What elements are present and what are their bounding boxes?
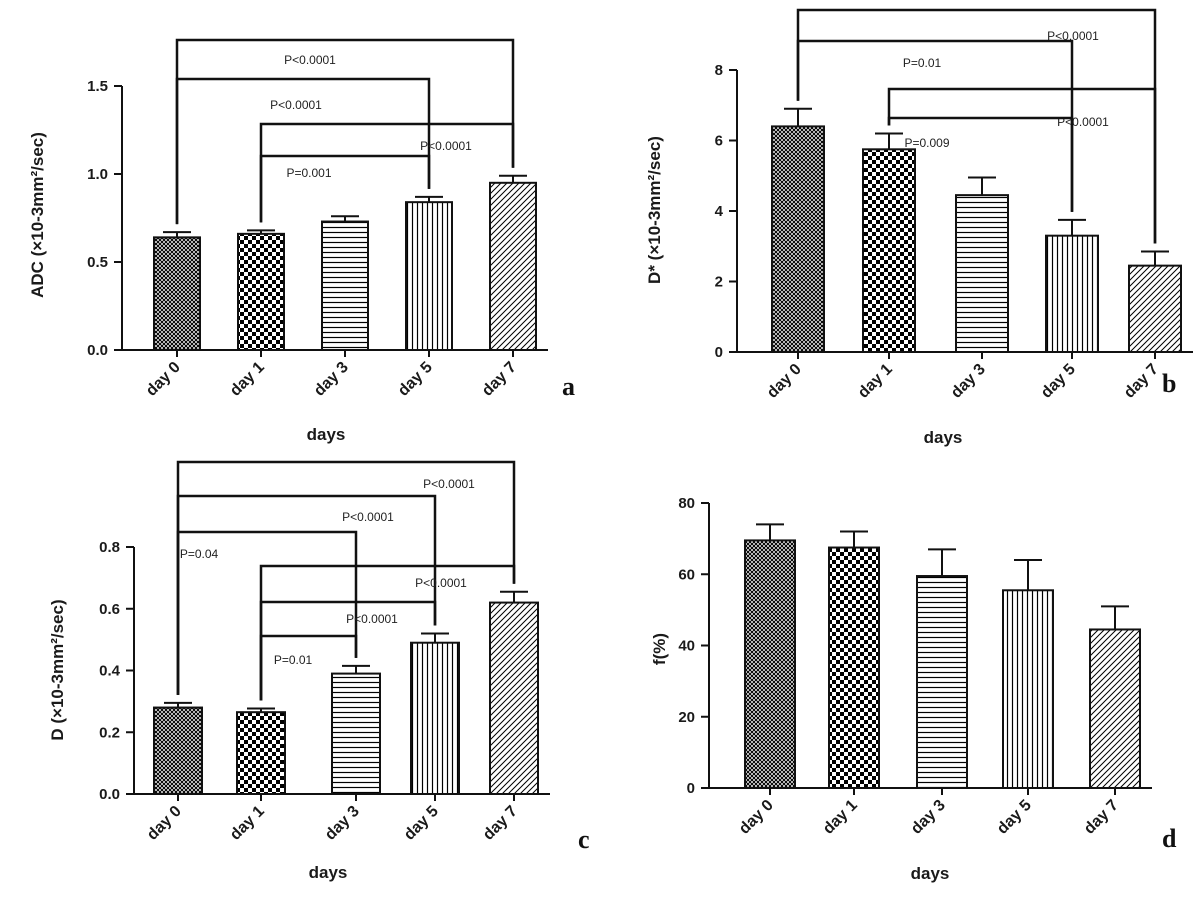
x-tick-label: day 0 bbox=[736, 797, 777, 838]
y-tick-label: 0 bbox=[715, 344, 723, 361]
y-tick-label: 1.5 bbox=[87, 78, 108, 95]
y-tick-label: 60 bbox=[678, 566, 695, 583]
p-value-label: P<0.0001 bbox=[423, 477, 475, 491]
p-value-label: P=0.04 bbox=[180, 547, 219, 561]
bar-day-7 bbox=[1089, 628, 1141, 789]
chart-panel-a: 0.0 0.5 1.0 1.5 day 0 day 1 day 3 day 5 day 7 P<0… bbox=[28, 38, 575, 444]
panel-letter: b bbox=[1162, 369, 1176, 398]
bar-day-7 bbox=[1128, 264, 1182, 354]
bar-day-3 bbox=[955, 194, 1009, 353]
p-value-label: P<0.0001 bbox=[346, 612, 398, 626]
bar-day-5 bbox=[1045, 234, 1099, 353]
y-tick-label: 0.0 bbox=[99, 786, 120, 803]
x-tick-label: day 7 bbox=[1121, 361, 1162, 402]
significance-bracket bbox=[887, 87, 1157, 244]
x-tick-label: day 5 bbox=[395, 359, 436, 400]
panel-letter: d bbox=[1162, 824, 1177, 853]
y-tick-label: 0 bbox=[687, 780, 695, 797]
p-value-label: P<0.0001 bbox=[342, 510, 394, 524]
bar-day-7 bbox=[489, 601, 539, 796]
x-tick-label: day 5 bbox=[1038, 361, 1079, 402]
y-tick-label: 6 bbox=[715, 133, 723, 150]
significance-bracket bbox=[259, 634, 358, 701]
bar-day-0 bbox=[771, 125, 825, 354]
x-tick-label: day 0 bbox=[143, 359, 184, 400]
bar-day-1 bbox=[236, 711, 286, 796]
significance-bracket bbox=[176, 530, 358, 695]
y-tick-label: 0.8 bbox=[99, 539, 120, 556]
x-tick-label: day 1 bbox=[227, 803, 268, 844]
bar-day-1 bbox=[237, 232, 285, 351]
y-tick-label: 4 bbox=[715, 203, 724, 220]
x-tick-label: day 1 bbox=[855, 361, 896, 402]
chart-panel-c: 0.0 0.2 0.4 0.6 0.8 day 0 day 1 day 3 day 5 day 7… bbox=[48, 460, 590, 882]
bar-day-3 bbox=[331, 672, 381, 796]
chart-panel-b: 0 2 4 6 8 day 0 day 1 day 3 day 5 day 7 P<0.0001 P=… bbox=[645, 8, 1193, 447]
p-value-label: P<0.0001 bbox=[420, 139, 472, 153]
y-tick-label: 0.5 bbox=[87, 254, 108, 271]
x-axis-title: days bbox=[924, 428, 963, 447]
y-axis-title: ADC (×10-3mm²/sec) bbox=[28, 132, 47, 298]
y-tick-label: 0.0 bbox=[87, 342, 108, 359]
bar-day-1 bbox=[862, 148, 916, 353]
bar-day-1 bbox=[828, 546, 880, 789]
p-value-label: P=0.01 bbox=[274, 653, 313, 667]
x-tick-label: day 3 bbox=[948, 361, 989, 402]
p-value-label: P=0.001 bbox=[286, 166, 331, 180]
x-tick-label: day 7 bbox=[480, 803, 521, 844]
y-axis-title: f(%) bbox=[650, 633, 669, 665]
x-axis-title: days bbox=[309, 863, 348, 882]
bar-day-5 bbox=[405, 201, 453, 351]
y-tick-label: 1.0 bbox=[87, 166, 108, 183]
x-tick-label: day 3 bbox=[908, 797, 949, 838]
chart-panel-d: 0 20 40 60 80 day 0 day 1 day 3 day 5 day 7 f(%) da… bbox=[650, 495, 1177, 883]
x-tick-label: day 7 bbox=[479, 359, 520, 400]
y-tick-label: 0.2 bbox=[99, 724, 120, 741]
bar-day-3 bbox=[916, 575, 968, 789]
p-value-label: P<0.0001 bbox=[1047, 29, 1099, 43]
x-tick-label: day 5 bbox=[401, 803, 442, 844]
p-value-label: P<0.0001 bbox=[270, 98, 322, 112]
y-tick-label: 0.4 bbox=[99, 663, 121, 680]
x-tick-label: day 0 bbox=[764, 361, 805, 402]
y-tick-label: 20 bbox=[678, 709, 695, 726]
significance-bracket bbox=[175, 77, 431, 225]
bar-day-0 bbox=[153, 706, 203, 795]
x-tick-label: day 0 bbox=[144, 803, 185, 844]
bar-day-3 bbox=[321, 220, 369, 351]
p-value-label: P<0.0001 bbox=[284, 53, 336, 67]
p-value-label: P<0.0001 bbox=[415, 576, 467, 590]
y-tick-label: 40 bbox=[678, 638, 695, 655]
y-tick-label: 0.6 bbox=[99, 601, 120, 618]
bar-day-0 bbox=[744, 539, 796, 789]
bar-day-5 bbox=[1002, 589, 1054, 789]
x-tick-label: day 5 bbox=[994, 797, 1035, 838]
y-axis-title: D* (×10-3mm²/sec) bbox=[645, 136, 664, 284]
bar-day-5 bbox=[410, 641, 460, 796]
x-tick-label: day 3 bbox=[322, 803, 363, 844]
x-axis-title: days bbox=[307, 425, 346, 444]
significance-bracket bbox=[259, 154, 431, 223]
y-tick-label: 80 bbox=[678, 495, 695, 512]
bar-day-7 bbox=[489, 181, 537, 351]
x-tick-label: day 3 bbox=[311, 359, 352, 400]
p-value-label: P=0.009 bbox=[904, 136, 949, 150]
y-axis-title: D (×10-3mm²/sec) bbox=[48, 599, 67, 740]
significance-bracket bbox=[259, 564, 516, 701]
p-value-label: P=0.01 bbox=[903, 56, 942, 70]
significance-bracket bbox=[175, 38, 515, 225]
x-tick-label: day 1 bbox=[820, 797, 861, 838]
x-tick-label: day 7 bbox=[1081, 797, 1122, 838]
x-tick-label: day 1 bbox=[227, 359, 268, 400]
panel-letter: c bbox=[578, 825, 590, 854]
y-tick-label: 8 bbox=[715, 62, 723, 79]
panel-letter: a bbox=[562, 372, 575, 401]
significance-bracket bbox=[887, 116, 1074, 212]
y-tick-label: 2 bbox=[715, 274, 723, 291]
x-axis-title: days bbox=[911, 864, 950, 883]
bar-day-0 bbox=[153, 236, 201, 351]
